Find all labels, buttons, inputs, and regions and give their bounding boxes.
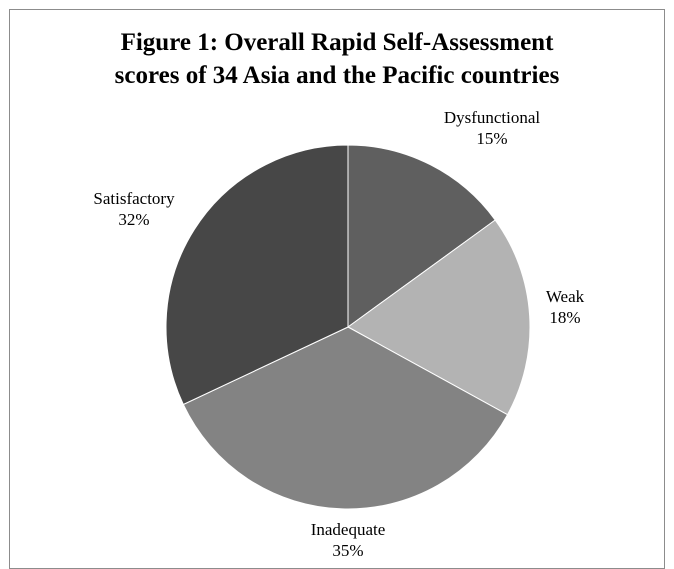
slice-value-inadequate: 35% xyxy=(332,541,363,557)
slice-value-dysfunctional: 15% xyxy=(476,129,507,148)
slice-label-inadequate: Inadequate xyxy=(311,520,386,539)
pie-slice-weak xyxy=(347,219,531,416)
slice-label-weak: Weak xyxy=(546,287,585,306)
slice-value-weak: 18% xyxy=(549,308,580,327)
pie-slice-inadequate xyxy=(182,326,509,510)
chart-title: Figure 1: Overall Rapid Self-Assessment … xyxy=(0,26,674,92)
slice-label-satisfactory: Satisfactory xyxy=(93,189,175,208)
chart-title-line-2: scores of 34 Asia and the Pacific countr… xyxy=(114,62,560,89)
pie-slice-satisfactory xyxy=(165,144,349,406)
slice-value-satisfactory: 32% xyxy=(118,210,149,229)
pie-chart: Dysfunctional 15% Weak 18% Inadequate 35% Sati… xyxy=(93,108,584,557)
slice-labels: Dysfunctional 15% Weak 18% Inadequate 35% Sati… xyxy=(93,108,584,557)
slice-label-dysfunctional: Dysfunctional xyxy=(444,108,541,127)
pie-slice-dysfunctional xyxy=(347,144,496,328)
pie-slices xyxy=(165,144,531,510)
chart-title-line-1: Figure 1: Overall Rapid Self-Assessment xyxy=(120,29,554,56)
